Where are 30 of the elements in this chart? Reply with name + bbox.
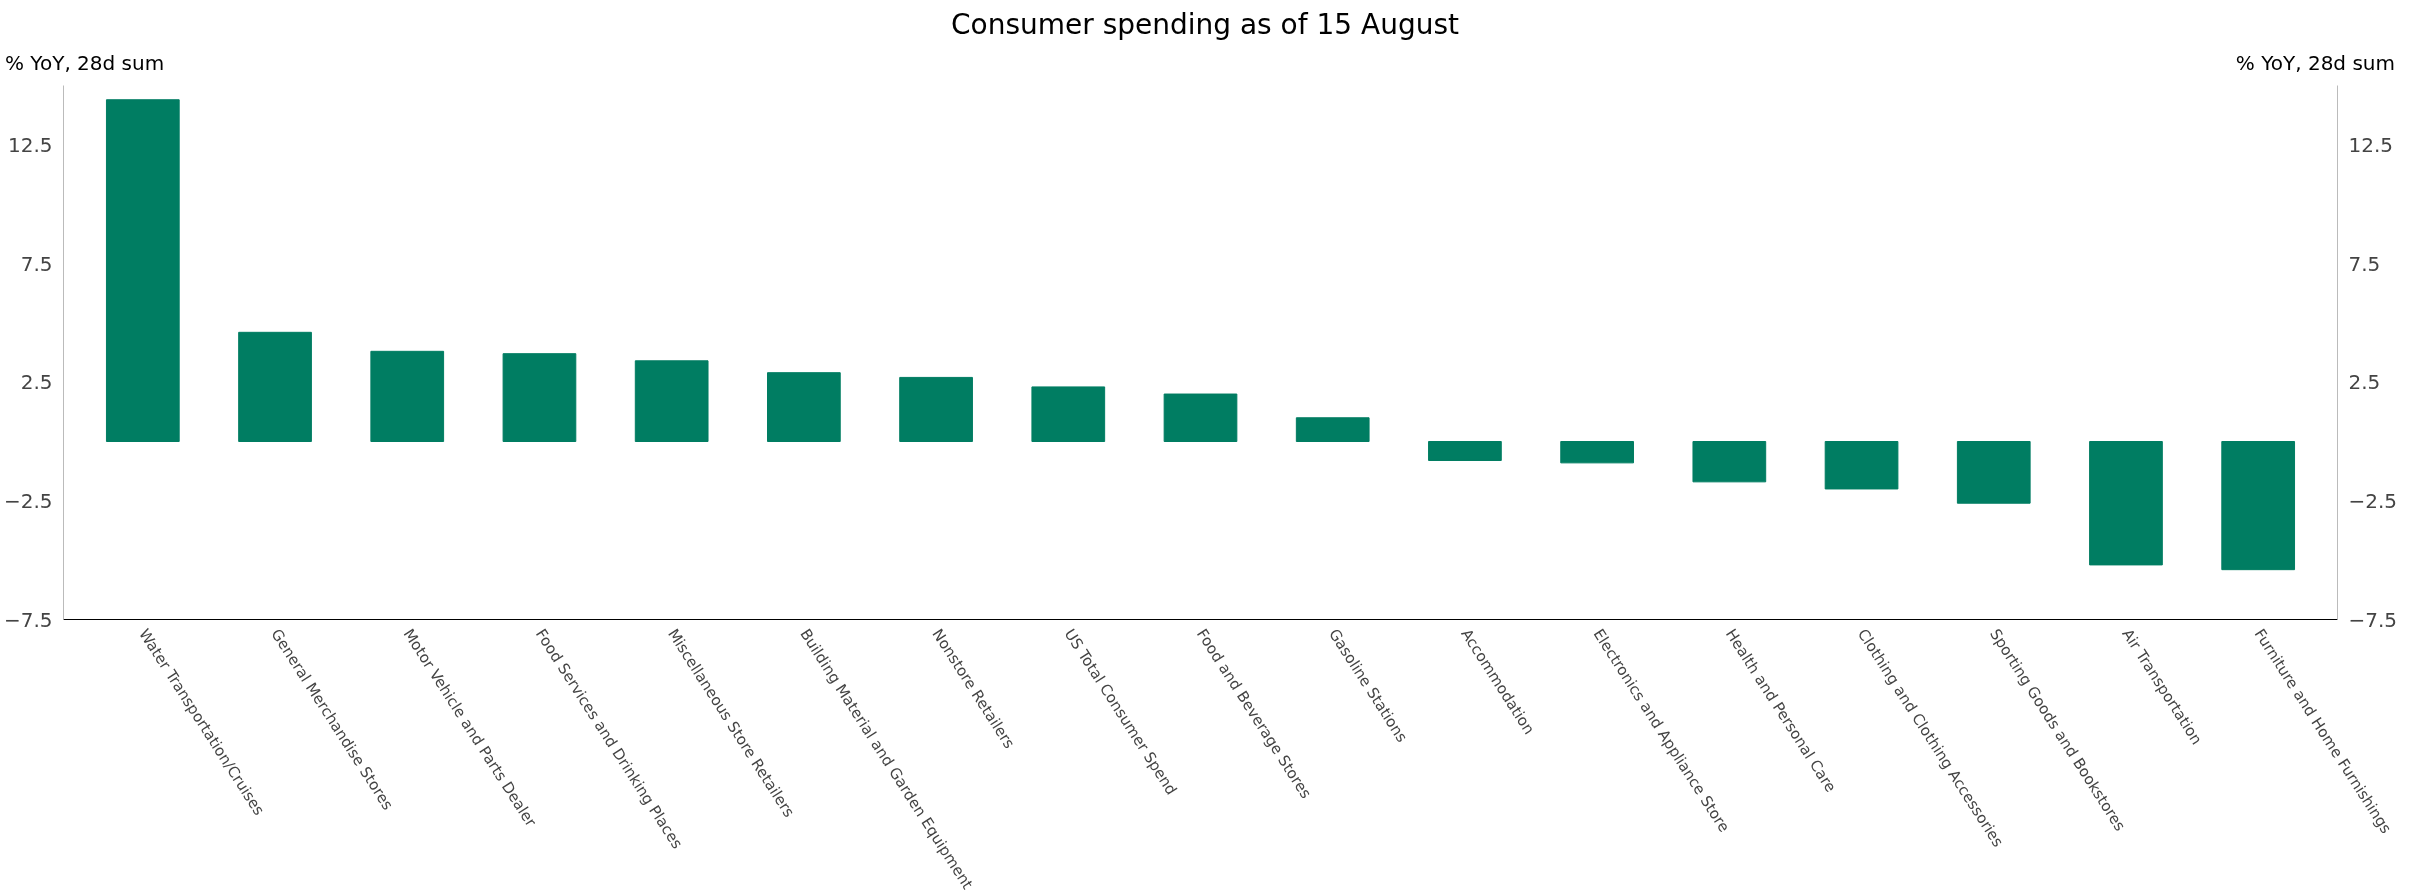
y2-tick-label: −2.5 — [2348, 488, 2398, 513]
bar — [1428, 441, 1502, 461]
y-tick-label: 2.5 — [20, 370, 53, 395]
y2-tick-label: 2.5 — [2348, 370, 2381, 395]
bar — [634, 360, 709, 442]
y2-tick-label: 7.5 — [2348, 251, 2381, 276]
y-tick-label: −7.5 — [3, 607, 53, 632]
y-axis-title: % YoY, 28d sum — [5, 50, 165, 77]
bar — [502, 353, 577, 442]
bar — [767, 372, 841, 442]
bar — [1560, 441, 1634, 464]
bar — [2089, 441, 2163, 566]
bar — [899, 376, 973, 442]
bar — [1692, 441, 1767, 483]
bar — [1824, 441, 1899, 490]
bar — [370, 350, 445, 442]
bar — [1956, 441, 2031, 504]
bar — [2221, 441, 2296, 571]
y-tick-label: 7.5 — [20, 251, 53, 276]
bar — [1031, 386, 1106, 442]
y-tick-label: 12.5 — [7, 132, 53, 157]
y-tick-label: −2.5 — [3, 488, 53, 513]
bar — [105, 99, 180, 442]
chart-title: Consumer spending as of 15 August — [950, 7, 1460, 43]
bar — [238, 331, 312, 442]
bar — [1295, 417, 1370, 442]
y2-tick-label: 12.5 — [2348, 132, 2394, 157]
y2-tick-label: −7.5 — [2348, 607, 2398, 632]
y2-axis-title: % YoY, 28d sum — [2235, 50, 2395, 77]
bar — [1163, 393, 1238, 442]
